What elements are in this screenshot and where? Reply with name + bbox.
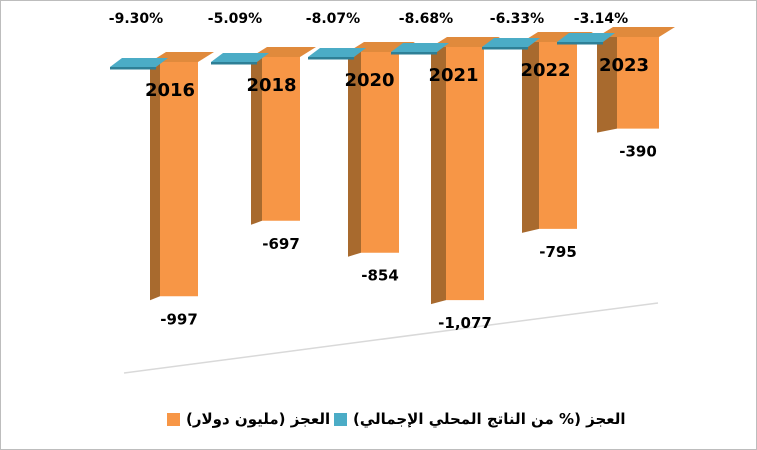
bar-2021-top-face xyxy=(431,37,500,47)
value-label-2023: -390 xyxy=(619,143,657,161)
value-label-2022: -795 xyxy=(539,243,577,261)
pct-flap-2023 xyxy=(557,33,615,42)
legend-item-deficit-pct-gdp: العجز (% من الناتج المحلي الإجمالي) xyxy=(334,409,626,429)
pct-flap-2020-edge xyxy=(308,57,354,60)
year-label-2018: 2018 xyxy=(246,75,296,96)
pct-label-2022: -6.33% xyxy=(490,11,544,27)
bar-2018-top-face xyxy=(251,47,316,57)
legend-swatch-deficit-million-usd xyxy=(167,412,180,426)
bar-2023-side-face xyxy=(597,37,617,133)
pct-flap-2018 xyxy=(211,53,269,62)
pct-flap-2018-edge xyxy=(211,62,257,65)
floor-line xyxy=(123,302,659,374)
bar-2018-front-face xyxy=(262,57,300,221)
pct-flap-2022 xyxy=(482,38,540,47)
year-label-2016: 2016 xyxy=(145,80,195,101)
year-label-2020: 2020 xyxy=(344,70,394,91)
pct-label-2023: -3.14% xyxy=(574,11,628,27)
bar-2023-front-face xyxy=(617,37,659,129)
bar-2020-side-face xyxy=(348,52,361,257)
year-label-2022: 2022 xyxy=(520,60,570,81)
pct-flap-2016-edge xyxy=(110,67,156,70)
pct-flap-2016 xyxy=(110,58,168,67)
pct-flap-2021-edge xyxy=(391,52,437,55)
value-label-2021: -1,077 xyxy=(438,314,492,332)
bar-2020-front-face xyxy=(361,52,399,253)
bar-2018-side-face xyxy=(251,57,262,225)
bar-2023-top-face xyxy=(597,27,675,37)
bar-2021-front-face xyxy=(446,47,484,301)
pct-label-2018: -5.09% xyxy=(208,11,262,27)
legend-swatch-deficit-pct-gdp xyxy=(334,412,347,426)
value-label-2020: -854 xyxy=(361,267,399,285)
legend-label-deficit-pct-gdp: العجز (% من الناتج المحلي الإجمالي) xyxy=(353,410,626,428)
pct-label-2020: -8.07% xyxy=(306,11,360,27)
bar-2021-side-face xyxy=(431,47,446,305)
legend-item-deficit-million-usd: العجز (مليون دولار) xyxy=(167,409,330,429)
pct-flap-2020 xyxy=(308,48,366,57)
bar-2016-front-face xyxy=(160,62,198,297)
chart-legend: العجز (مليون دولار) العجز (% من الناتج ا… xyxy=(1,409,756,443)
bar-2022-side-face xyxy=(522,42,539,233)
pct-flap-2021 xyxy=(391,43,449,52)
year-label-2023: 2023 xyxy=(599,55,649,76)
value-label-2016: -997 xyxy=(160,310,198,328)
pct-label-2021: -8.68% xyxy=(399,11,453,27)
pct-flap-2023-edge xyxy=(557,42,603,45)
legend-label-deficit-million-usd: العجز (مليون دولار) xyxy=(186,410,331,428)
bar-2016-side-face xyxy=(150,62,160,301)
bar-2022-front-face xyxy=(539,42,577,229)
pct-label-2016: -9.30% xyxy=(109,11,163,27)
year-label-2021: 2021 xyxy=(428,65,478,86)
value-label-2018: -697 xyxy=(262,235,300,253)
pct-flap-2022-edge xyxy=(482,47,528,50)
